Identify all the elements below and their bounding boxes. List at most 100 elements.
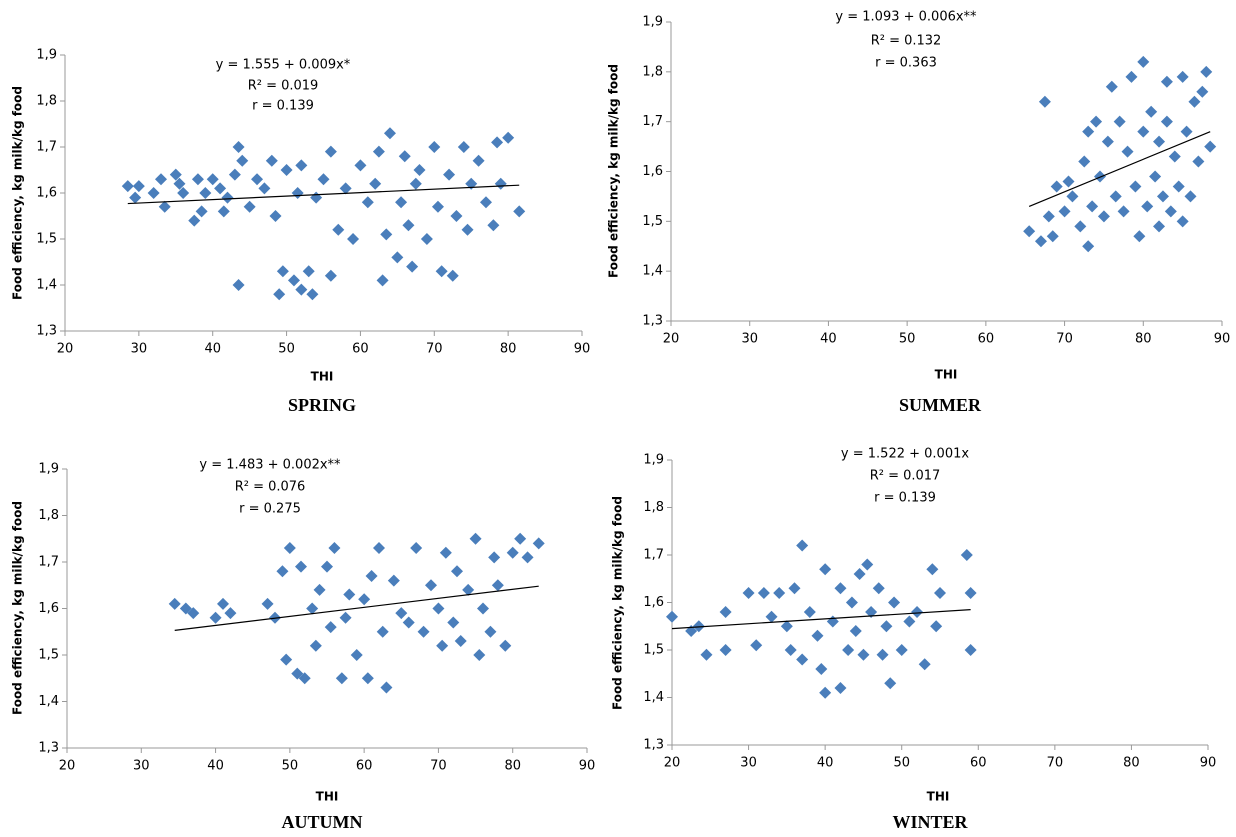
x-tick-label: 80 [504,759,521,774]
point [324,621,337,634]
point [472,154,485,167]
point [236,154,249,167]
x-tick-label: 30 [133,759,150,774]
point [191,173,204,186]
x-tick-label: 50 [278,342,295,357]
point [1042,210,1055,223]
x-tick-label: 90 [579,759,596,774]
x-tick-label: 40 [207,759,224,774]
point [436,639,449,652]
point [1160,75,1173,88]
point [310,191,323,204]
point [1046,230,1059,243]
point [265,154,278,167]
point [865,606,878,618]
point [462,583,475,596]
point [469,532,482,545]
point [884,677,897,690]
point [302,265,315,278]
point [692,620,705,633]
y-tick-label: 1,6 [643,595,664,610]
point [1058,205,1071,218]
x-tick-label: 20 [664,756,681,771]
annotation: R² = 0.076 [235,480,306,495]
point [313,583,326,596]
y-axis-title: Food efficiency, kg milk/kg food [11,501,25,715]
point [488,551,501,564]
point [849,625,862,637]
point [853,568,866,580]
caption: SUMMER [899,395,982,415]
point [1125,70,1138,83]
point [317,173,330,186]
point [1137,125,1150,138]
point [857,648,870,661]
point [387,574,400,587]
point [402,219,415,232]
point [788,582,801,595]
y-tick-label: 1,6 [38,601,59,616]
point [335,672,348,685]
point [428,141,441,153]
point [347,233,360,245]
y-tick-label: 1,9 [36,48,57,63]
point [1101,135,1114,148]
x-tick-label: 40 [204,342,221,357]
y-tick-label: 1,7 [643,548,664,563]
point [514,532,527,545]
point [199,187,212,199]
point [494,177,507,190]
point [291,187,304,199]
point [209,611,222,624]
point [1097,210,1110,223]
y-tick-label: 1,7 [642,114,663,129]
point [1078,155,1091,168]
y-tick-label: 1,3 [36,324,57,339]
y-tick-label: 1,7 [38,555,59,570]
y-tick-label: 1,7 [36,140,57,155]
point [773,587,786,599]
point [719,644,732,656]
point [473,649,486,661]
y-tick-label: 1,8 [38,508,59,523]
y-tick-label: 1,5 [38,648,59,663]
point [217,205,230,218]
point [506,546,519,559]
annotation: r = 0.275 [239,502,301,517]
point [819,563,832,576]
point [926,563,939,576]
point [911,606,924,618]
x-tick-label: 50 [282,759,299,774]
point [1129,180,1142,193]
point [1133,230,1146,243]
point [1160,115,1173,128]
point [815,663,828,675]
point [930,620,943,633]
x-tick-label: 60 [978,332,995,347]
point [477,602,489,615]
trendline [671,609,971,630]
point [876,648,889,661]
point [276,265,289,278]
point [1066,190,1079,203]
point [361,672,374,685]
point [1062,175,1075,188]
y-tick-label: 1,5 [642,214,663,229]
caption: WINTER [892,812,968,832]
point [457,141,470,153]
x-axis-title: THI [927,790,950,804]
point [784,644,797,656]
point [742,587,755,599]
point [1074,220,1087,233]
point [406,260,419,273]
point [287,274,300,287]
y-tick-label: 1,9 [642,15,663,30]
point [417,625,430,638]
point [365,569,378,582]
point [251,173,264,186]
point [339,611,352,624]
y-tick-label: 1,4 [36,278,57,293]
point [369,177,382,190]
point [750,639,763,652]
y-axis-title: Food efficiency, kg milk/kg food [611,496,625,710]
